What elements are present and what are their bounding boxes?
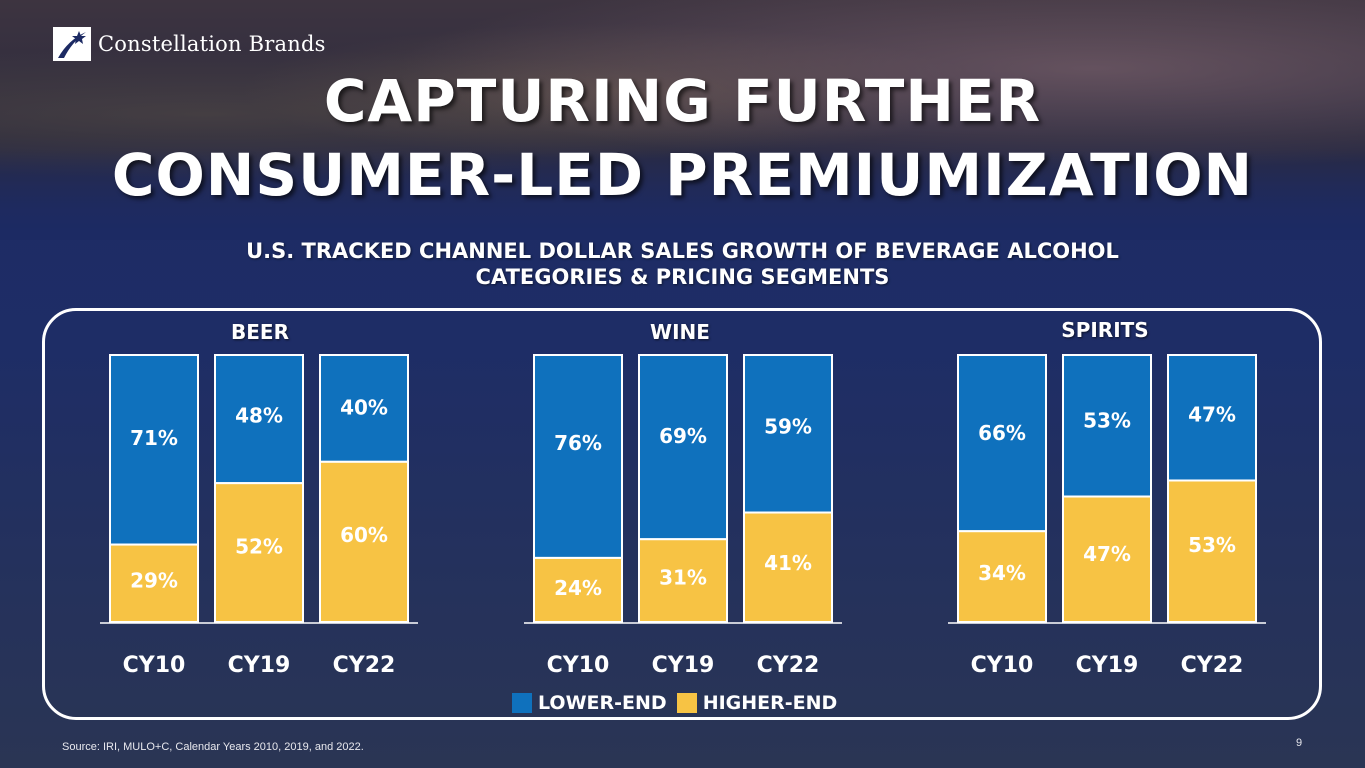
spirits-cy19-lower-bar [1062, 354, 1152, 498]
beer-cy10-higher-label: 29% [130, 568, 178, 592]
wine-cy10-x-label: CY10 [547, 653, 610, 678]
spirits-cy19-higher-bar [1062, 495, 1152, 624]
legend-swatch-lower [512, 693, 532, 713]
spirits-cy19-x-label: CY19 [1076, 653, 1139, 678]
spirits-cy10-x-label: CY10 [971, 653, 1034, 678]
legend-swatch-higher [676, 693, 697, 713]
spirits-title: SPIRITS [1061, 318, 1149, 342]
beer-cy19-higher-bar [214, 482, 304, 623]
beer-cy10-lower-bar [109, 354, 199, 546]
beer-cy19-lower-bar [214, 354, 304, 485]
beer-cy22-higher-bar [319, 460, 409, 623]
wine-cy19-lower-bar [638, 354, 728, 541]
legend-item-higher: HIGHER-END [676, 692, 838, 714]
beer-cy10-lower-label: 71% [130, 426, 178, 450]
wine-cy22-lower-label: 59% [764, 414, 812, 438]
page-title-line-2: CONSUMER-LED PREMIUMIZATION [111, 141, 1254, 209]
legend-item-lower: LOWER-END [512, 692, 667, 714]
legend-label-lower: LOWER-END [538, 692, 667, 714]
chart-subtitle: U.S. TRACKED CHANNEL DOLLAR SALES GROWTH… [0, 238, 1365, 290]
wine-cy22-higher-label: 41% [764, 551, 812, 575]
chart-subtitle-line-2: CATEGORIES & PRICING SEGMENTS [475, 265, 890, 289]
wine-cy10-lower-bar [533, 354, 623, 559]
beer-cy22-x-label: CY22 [333, 653, 396, 678]
spirits-cy10-higher-bar [957, 530, 1047, 623]
beer-cy22-lower-bar [319, 354, 409, 463]
spirits-cy19-lower-label: 53% [1083, 408, 1131, 432]
chart-subtitle-line-1: U.S. TRACKED CHANNEL DOLLAR SALES GROWTH… [246, 239, 1119, 263]
beer-cy22-lower-label: 40% [340, 396, 388, 420]
wine-cy10-higher-bar [533, 556, 623, 623]
source-note: Source: IRI, MULO+C, Calendar Years 2010… [62, 741, 364, 753]
brand-name: Constellation Brands [98, 32, 326, 56]
spirits-cy22-lower-bar [1167, 354, 1257, 482]
header-photo-fade [0, 150, 1365, 240]
wine-cy19-higher-bar [638, 538, 728, 623]
beer-cy22-higher-label: 60% [340, 523, 388, 547]
spirits-cy22-x-label: CY22 [1181, 653, 1244, 678]
page-number: 9 [1296, 737, 1303, 749]
spirits-cy22-higher-bar [1167, 479, 1257, 623]
wine-title: WINE [650, 320, 710, 344]
star-logo-icon [53, 27, 91, 61]
wine-cy22-higher-bar [743, 511, 833, 624]
spirits-cy19-higher-label: 47% [1083, 542, 1131, 566]
wine-cy22-lower-bar [743, 354, 833, 514]
beer-cy19-x-label: CY19 [228, 653, 291, 678]
spirits-cy10-higher-label: 34% [978, 561, 1026, 585]
chart-legend: LOWER-END HIGHER-END [512, 692, 847, 714]
spirits-cy22-lower-label: 47% [1188, 402, 1236, 426]
beer-cy10-x-label: CY10 [123, 653, 186, 678]
page-title-line-1: CAPTURING FURTHER [323, 67, 1042, 135]
wine-cy19-lower-label: 69% [659, 424, 707, 448]
wine-cy22-x-label: CY22 [757, 653, 820, 678]
chart-panel [42, 308, 1322, 720]
spirits-cy22-higher-label: 53% [1188, 533, 1236, 557]
wine-cy19-higher-label: 31% [659, 565, 707, 589]
spirits-cy10-lower-label: 66% [978, 421, 1026, 445]
beer-title: BEER [231, 320, 289, 344]
beer-cy19-lower-label: 48% [235, 403, 283, 427]
wine-cy19-x-label: CY19 [652, 653, 715, 678]
page-title: CAPTURING FURTHER CONSUMER-LED PREMIUMIZ… [0, 64, 1365, 212]
wine-cy10-lower-label: 76% [554, 431, 602, 455]
brand-logo: Constellation Brands [52, 26, 326, 62]
spirits-cy10-lower-bar [957, 354, 1047, 533]
wine-cy10-higher-label: 24% [554, 576, 602, 600]
legend-label-higher: HIGHER-END [702, 692, 838, 714]
beer-cy19-higher-label: 52% [235, 535, 283, 559]
beer-cy10-higher-bar [109, 543, 199, 624]
